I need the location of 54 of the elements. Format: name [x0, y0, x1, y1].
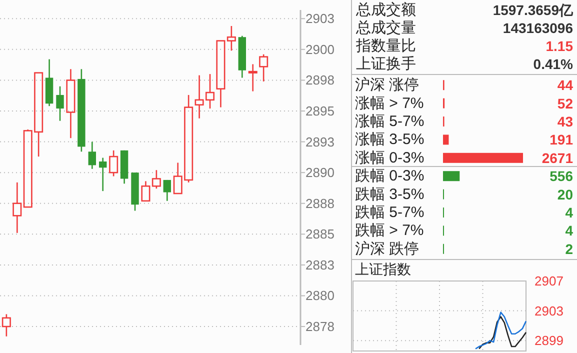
y-tick-label: 跌幅 5-7% — [355, 204, 424, 221]
data-label: 2 — [565, 240, 574, 257]
y-tick-label: 涨幅 3-5% — [355, 131, 424, 148]
y-tick-label: 涨幅 > 7% — [355, 94, 424, 112]
text: 143163096 — [502, 20, 573, 36]
data-label: 4 — [565, 222, 574, 239]
data-label: 43 — [557, 114, 574, 130]
category-label: 总成交额 — [355, 2, 416, 18]
y-tick-label: 跌幅 3-5% — [355, 186, 424, 203]
category-label: 总成交量 — [355, 20, 416, 36]
data-label: 2671 — [542, 150, 574, 166]
candlestick — [12, 182, 22, 234]
y-tick-label: 涨幅 5-7% — [355, 113, 424, 130]
data-label: 191 — [550, 132, 574, 148]
candlestick — [99, 157, 107, 192]
category-label: 指数量比 — [355, 38, 416, 54]
data-label: 44 — [557, 77, 574, 94]
y-tick-label: 2883 — [306, 257, 334, 272]
y-tick-label: 2899 — [534, 333, 564, 348]
y-tick-label: 沪深 涨停 — [355, 76, 420, 94]
text: 1597.3659亿 — [492, 2, 573, 18]
candlestick — [88, 141, 96, 170]
y-tick-label: 2903 — [534, 303, 564, 318]
y-tick-label: 2888 — [306, 196, 334, 211]
candlestick — [248, 64, 258, 92]
y-tick-label: 2893 — [306, 134, 334, 150]
data-label: 52 — [557, 95, 574, 112]
y-tick-label: 2878 — [306, 319, 334, 334]
data-label: 556 — [550, 168, 574, 184]
candlestick — [163, 179, 171, 202]
bar — [443, 171, 460, 182]
y-tick-label: 涨幅 0-3% — [355, 149, 424, 166]
y-tick-label: 2900 — [306, 42, 334, 57]
y-tick-label: 2880 — [306, 288, 334, 304]
candlestick — [226, 25, 236, 52]
bar — [443, 152, 523, 163]
y-tick-label: 2890 — [306, 165, 334, 180]
data-label: 20 — [557, 186, 574, 202]
y-tick-label: 2903 — [306, 11, 334, 26]
y-tick-label: 2885 — [306, 226, 334, 242]
candlestick — [66, 68, 76, 139]
y-tick-label: 跌幅 > 7% — [355, 222, 424, 240]
y-tick-label: 2895 — [306, 103, 334, 118]
chart-title: 上证指数 — [355, 261, 411, 277]
y-tick-label: 2898 — [306, 72, 334, 88]
data-label: 4 — [565, 204, 574, 220]
text: 0.41% — [533, 56, 573, 72]
y-tick-label: 2907 — [534, 274, 564, 288]
candlestick — [56, 86, 64, 122]
category-label: 上证换手 — [356, 56, 416, 72]
y-tick-label: 跌幅 0-3% — [355, 168, 424, 185]
y-tick-label: 沪深 跌停 — [355, 240, 420, 258]
text: 1.15 — [546, 38, 573, 54]
bar — [443, 134, 449, 145]
